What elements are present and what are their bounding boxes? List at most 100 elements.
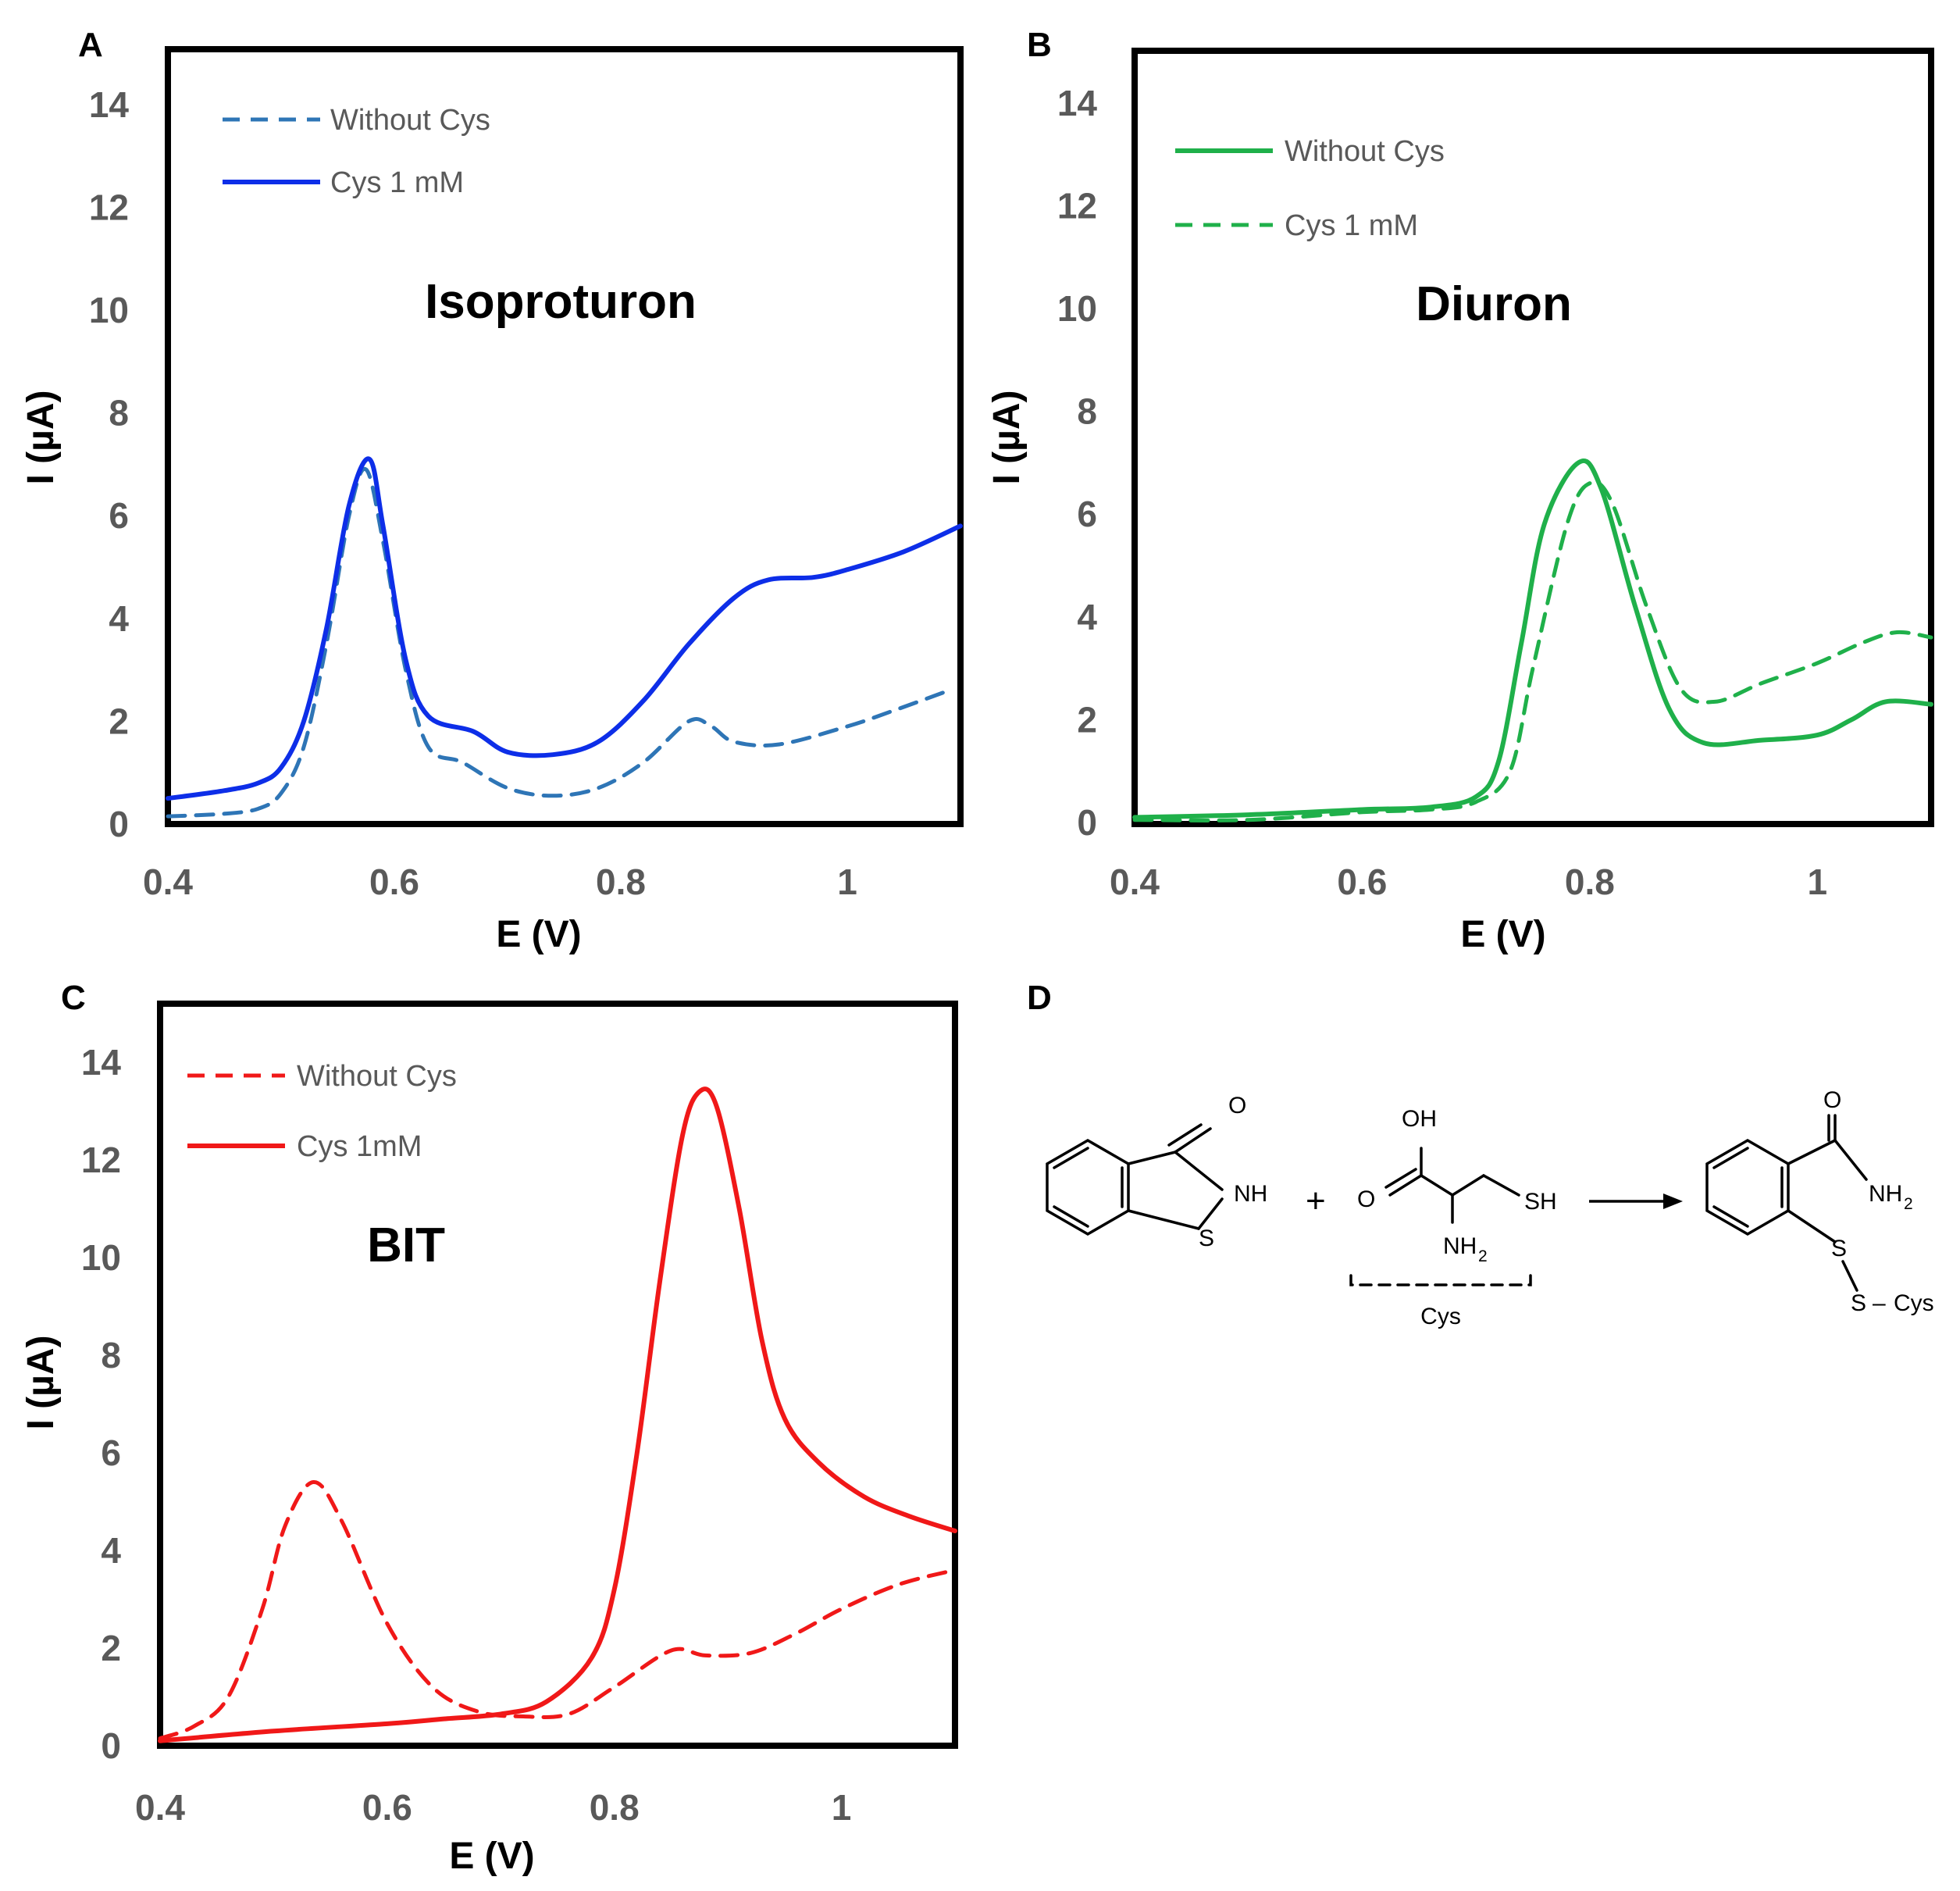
x-tick-label-c: 0.4 (135, 1787, 185, 1828)
cys-bond (1420, 1174, 1454, 1197)
series-line-a-cys-1-mm (166, 456, 963, 801)
y-tick-label-c: 6 (101, 1433, 121, 1473)
y-tick-label-a: 8 (109, 393, 129, 434)
y-tick-label-a: 10 (89, 290, 129, 330)
cys-bracket-label: Cys (1420, 1304, 1461, 1329)
y-tick-label-c: 0 (101, 1725, 121, 1766)
cys-sh-label: SH (1524, 1189, 1557, 1215)
x-axis-label-c: E (V) (449, 1836, 534, 1877)
cysteine-structure (1349, 1147, 1532, 1286)
y-axis-label-b: I (µA) (986, 391, 1028, 485)
product-structure (1705, 1114, 1868, 1292)
analyte-title-b: Diuron (1416, 277, 1572, 331)
y-tick-label-a: 0 (109, 804, 129, 844)
panel-label-c: C (61, 979, 86, 1017)
x-tick-label-b: 0.6 (1337, 862, 1387, 902)
ticks-a: 0 2 4 6 8 10 12 14 0.4 0.6 0.8 1 (89, 84, 857, 902)
y-tick-label-c: 8 (101, 1335, 121, 1375)
plot-frame-b (1131, 48, 1934, 827)
legend-label-a-without: Without Cys (330, 104, 490, 137)
y-tick-label-b: 4 (1077, 597, 1097, 637)
cys-bond (1388, 1174, 1423, 1197)
x-axis-label-b: E (V) (1460, 914, 1545, 955)
x-tick-label-b: 1 (1808, 862, 1828, 902)
reaction-arrow-head (1663, 1193, 1683, 1209)
panel-label-d: D (1027, 979, 1052, 1017)
curves-b (1132, 458, 1933, 822)
series-line-a-without-cys (166, 466, 951, 819)
bit-bond (1174, 1151, 1224, 1191)
y-tick-label-b: 14 (1057, 83, 1098, 123)
legend-label-c-cys: Cys 1mM (297, 1130, 422, 1163)
y-tick-label-c: 14 (81, 1042, 122, 1083)
x-tick-label-c: 0.8 (590, 1787, 640, 1828)
legend-label-b-cys: Cys 1 mM (1285, 209, 1418, 242)
panel-d: D O NH S + OH O (1027, 979, 1934, 1329)
plot-frame-c (157, 1001, 958, 1749)
y-axis-label-a: I (µA) (20, 391, 62, 485)
bit-s-label: S (1199, 1226, 1214, 1251)
bit-bond (1127, 1209, 1200, 1230)
plot-frame-a (165, 46, 964, 827)
y-axis-label-c: I (µA) (20, 1336, 62, 1430)
series-line-b-without-cys (1132, 458, 1933, 820)
product-s2-label: S (1851, 1290, 1866, 1316)
product-bond (1833, 1139, 1868, 1181)
bit-bond (1174, 1127, 1212, 1154)
plus-sign: + (1306, 1182, 1326, 1220)
panel-label-a: A (78, 26, 103, 64)
series-line-c-without-cys (158, 1480, 957, 1741)
cys-oh-label: OH (1402, 1106, 1437, 1132)
bit-benzene-ring (1046, 1138, 1130, 1236)
legend-label-b-without: Without Cys (1285, 135, 1445, 168)
cys-nh2-label: NH (1443, 1233, 1477, 1259)
cys-carbonyl-double-bond (1384, 1168, 1417, 1189)
bit-bond (1197, 1197, 1224, 1230)
bit-ring-double-bond (1053, 1205, 1089, 1228)
product-nh2-label: NH (1869, 1181, 1902, 1207)
panel-label-b: B (1027, 26, 1052, 64)
panel-c: C 0 2 4 6 8 10 12 14 0.4 0.6 0.8 1 E (V) I (µA) Wit… (20, 979, 958, 1877)
bit-bond (1127, 1151, 1177, 1165)
bit-o-label: O (1228, 1093, 1246, 1119)
legend-label-c-without: Without Cys (297, 1060, 457, 1093)
curves-c (158, 1086, 957, 1743)
cys-bond (1451, 1174, 1485, 1197)
y-tick-label-c: 4 (101, 1530, 121, 1571)
ticks-c: 0 2 4 6 8 10 12 14 0.4 0.6 0.8 1 (81, 1042, 852, 1828)
cys-o-label: O (1357, 1186, 1375, 1212)
y-tick-label-b: 2 (1077, 699, 1097, 740)
y-tick-label-a: 6 (109, 495, 129, 536)
product-cys-label: Cys (1894, 1290, 1934, 1316)
x-axis-label-a: E (V) (496, 914, 581, 955)
y-tick-label-a: 2 (109, 701, 129, 741)
product-benzene-ring (1705, 1138, 1790, 1236)
analyte-title-c: BIT (367, 1218, 445, 1272)
panel-b: B 0 2 4 6 8 10 12 14 0.4 0.6 0.8 1 E (V) I (µA) Wit… (986, 26, 1934, 955)
product-dash: – (1873, 1290, 1886, 1316)
x-tick-label-b: 0.4 (1110, 862, 1160, 902)
analyte-title-a: Isoproturon (425, 275, 697, 329)
legend-label-a-cys: Cys 1 mM (330, 166, 464, 199)
cys-bond (1482, 1174, 1520, 1197)
product-ring-double-bond (1712, 1205, 1749, 1228)
x-tick-label-a: 0.8 (596, 862, 646, 902)
cys-bracket (1349, 1274, 1532, 1286)
product-ring-double-bond (1712, 1147, 1749, 1169)
bit-carbonyl-double-bond (1167, 1123, 1203, 1147)
product-s1-label: S (1831, 1236, 1847, 1261)
product-disulfide-bond (1841, 1260, 1858, 1292)
y-tick-label-b: 10 (1057, 288, 1097, 329)
curves-a (166, 456, 963, 819)
y-tick-label-b: 0 (1077, 802, 1097, 843)
ticks-b: 0 2 4 6 8 10 12 14 0.4 0.6 0.8 1 (1057, 83, 1827, 902)
panel-a: A 0 2 4 6 8 10 12 14 0.4 0.6 0.8 1 E (V) I (µA) Wit… (20, 26, 964, 955)
bit-nh-label: NH (1234, 1181, 1267, 1207)
y-tick-label-b: 8 (1077, 391, 1097, 432)
series-line-b-cys-1-mm (1132, 480, 1933, 822)
product-bond (1787, 1209, 1837, 1243)
y-tick-label-a: 12 (89, 187, 129, 227)
y-tick-label-b: 12 (1057, 185, 1097, 226)
cys-nh2-subscript: 2 (1478, 1247, 1488, 1265)
